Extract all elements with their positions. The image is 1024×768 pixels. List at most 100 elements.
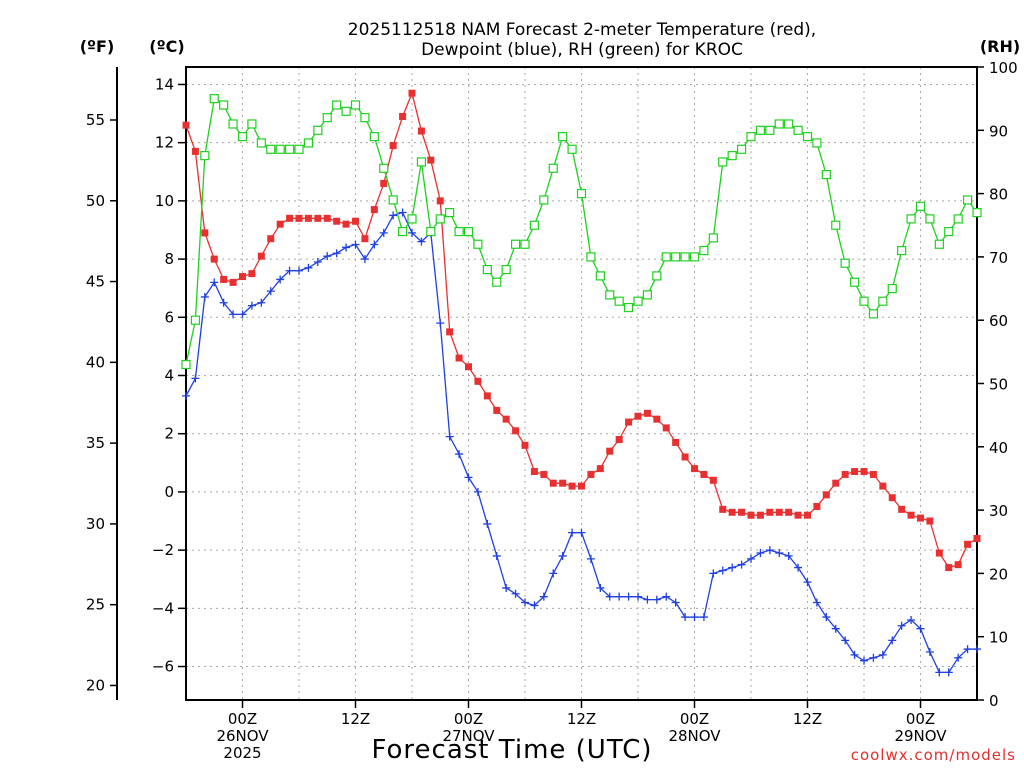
temperature-point (653, 415, 661, 423)
fahrenheit-tick-label: 30 (86, 515, 105, 533)
dewpoint-point (229, 310, 238, 319)
rh-point (454, 226, 464, 237)
temperature-point (672, 438, 680, 446)
dewpoint-point (379, 228, 388, 237)
dewpoint-point (295, 266, 303, 275)
dewpoint-point (492, 551, 501, 560)
rh-point (219, 100, 229, 110)
rh-point (849, 277, 860, 287)
dewpoint-point (973, 645, 981, 654)
rh-point (379, 163, 389, 173)
dewpoint-point (803, 578, 812, 587)
rh-point (802, 132, 813, 142)
temperature-point (822, 491, 830, 499)
celsius-unit-label: (ºC) (149, 37, 184, 56)
temperature-point (267, 235, 275, 243)
dewpoint-point (313, 257, 322, 266)
rh-point (671, 252, 681, 262)
rh-point (313, 125, 323, 135)
rh-point (831, 220, 841, 230)
dewpoint-point (718, 566, 727, 575)
temperature-point (314, 214, 322, 222)
dewpoint-point (954, 653, 963, 662)
temperature-point (898, 505, 906, 513)
temperature-point (964, 540, 972, 548)
rh-point (812, 138, 822, 148)
dewpoint-point (276, 275, 285, 284)
temperature-point (832, 479, 840, 487)
dewpoint-point (247, 301, 256, 310)
rh-point (332, 100, 342, 110)
temperature-point (869, 470, 877, 478)
rh-point (614, 296, 624, 306)
temperature-point (399, 112, 407, 120)
dewpoint-point (502, 583, 511, 592)
dewpoint-point (549, 569, 558, 578)
dewpoint-point (897, 621, 906, 630)
dewpoint-point (699, 613, 708, 622)
rh-point (492, 277, 502, 287)
dewpoint-point (784, 551, 793, 560)
rh-point (821, 170, 831, 180)
dewpoint-point (916, 624, 925, 633)
rh-point (445, 207, 455, 218)
rh-point (633, 296, 643, 306)
dewpoint-point (436, 319, 445, 328)
rh-point (209, 94, 219, 104)
dewpoint-point (643, 595, 652, 604)
temperature-point (342, 220, 350, 228)
temperature-point (917, 514, 924, 522)
rh-point (539, 195, 549, 205)
dewpoint-point (662, 592, 671, 601)
rh-point (256, 138, 266, 148)
series-dewpoint (182, 208, 981, 677)
temperature-point (615, 436, 623, 444)
rh-point (708, 233, 718, 243)
rh-point (473, 239, 483, 249)
fahrenheit-unit-label: (ºF) (80, 37, 115, 56)
dewpoint-point (285, 266, 294, 275)
rh-point (784, 119, 794, 129)
temperature-point (578, 482, 585, 490)
rh-point (623, 302, 634, 313)
temperature-point (182, 121, 190, 129)
celsius-tick-label: 14 (155, 75, 174, 93)
rh-point (727, 151, 737, 161)
temperature-point (333, 217, 341, 225)
temperature-point (210, 255, 218, 263)
rh-point (925, 214, 935, 224)
rh-point (652, 271, 662, 281)
temperature-point (973, 534, 981, 542)
temperature-point (728, 508, 736, 516)
temperature-point (540, 470, 548, 478)
temperature-point (681, 453, 689, 461)
dewpoint-point (756, 549, 765, 558)
rh-point (859, 296, 869, 306)
dewpoint-point (577, 528, 586, 537)
rh-tick-label: 30 (989, 502, 1008, 520)
temperature-point (408, 89, 416, 97)
temperature-point (785, 508, 793, 516)
temperature-point (380, 179, 388, 187)
dewpoint-point (323, 252, 332, 261)
dewpoint-point (860, 656, 868, 665)
dewpoint-point (709, 569, 718, 578)
temperature-point (417, 127, 425, 135)
rh-tick-label: 80 (989, 186, 1008, 204)
temperature-point (257, 252, 265, 260)
rh-point (868, 309, 879, 319)
temperature-point (474, 377, 482, 385)
x-tick-label: 00Z (680, 710, 709, 728)
rh-tick-label: 50 (989, 376, 1008, 394)
rh-point (576, 189, 587, 199)
dewpoint-point (944, 668, 953, 677)
temperature-point (634, 412, 642, 420)
fahrenheit-tick-label: 45 (86, 273, 105, 291)
dewpoint-point (191, 374, 200, 383)
dewpoint-point (360, 255, 369, 264)
dewpoint-point (257, 298, 266, 307)
temperature-point (587, 470, 595, 478)
rh-point (294, 144, 304, 154)
temperature-point (559, 479, 567, 487)
